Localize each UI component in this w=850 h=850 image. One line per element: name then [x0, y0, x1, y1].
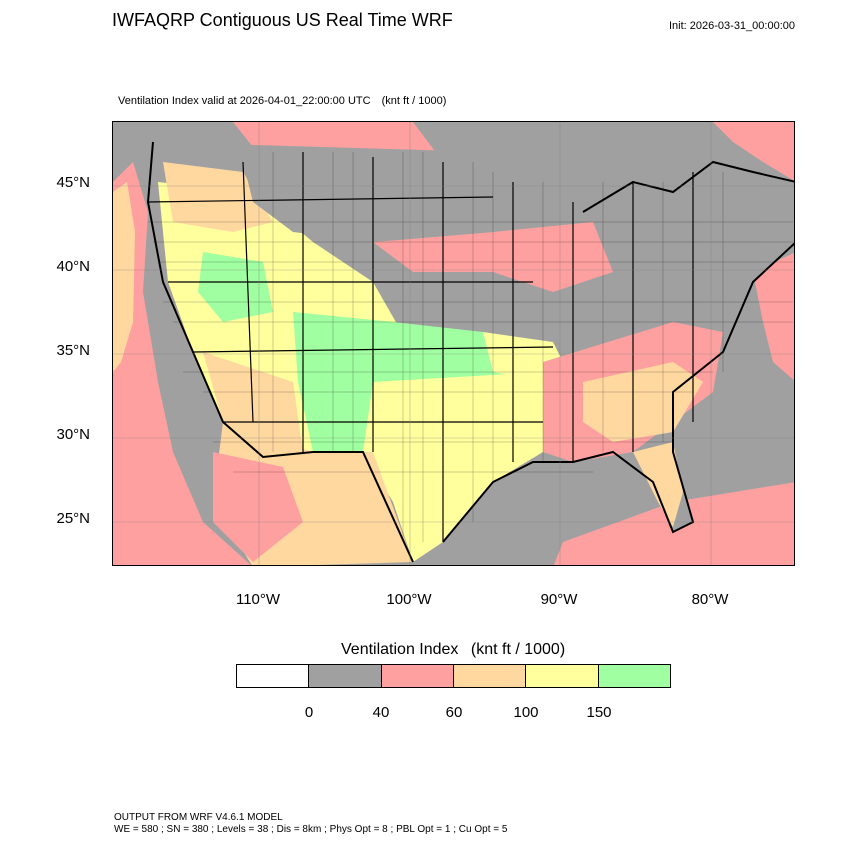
model-footer: OUTPUT FROM WRF V4.6.1 MODEL WE = 580 ; … [114, 812, 507, 836]
county-boundaries [148, 152, 793, 542]
footer-line-1: OUTPUT FROM WRF V4.6.1 MODEL [114, 812, 283, 823]
legend-tick-60: 60 [445, 704, 463, 721]
texas-yellow-region [363, 372, 543, 562]
lon-label-110w: 110°W [235, 591, 281, 608]
atlantic-pink-east [753, 252, 794, 381]
lat-label-40: 40°N [56, 258, 90, 275]
lat-label-45: 45°N [56, 174, 90, 191]
mexico-pink [213, 452, 303, 562]
valid-time-line: Ventilation Index valid at 2026-04-01_22… [118, 95, 446, 107]
florida-tan [633, 442, 683, 527]
legend-tick-150: 150 [586, 704, 612, 721]
valid-units: (knt ft / 1000) [381, 95, 447, 107]
footer-line-2: WE = 580 ; SN = 380 ; Levels = 38 ; Dis … [114, 824, 508, 835]
legend-tick-0: 0 [304, 704, 314, 721]
legend-tick-40: 40 [372, 704, 390, 721]
legend-swatch-white [237, 665, 310, 687]
init-time: Init: 2026-03-31_00:00:00 [669, 20, 795, 32]
legend-title-text: Ventilation Index [341, 641, 459, 658]
coastlines [146, 141, 794, 563]
lat-label-25: 25°N [56, 510, 90, 527]
southwest-tan-region [203, 352, 303, 457]
valid-time-text: Ventilation Index valid at 2026-04-01_22… [118, 95, 371, 107]
pacific-tan-band [113, 182, 135, 372]
lon-label-90w: 90°W [540, 591, 578, 608]
legend-swatch-pink [381, 665, 454, 687]
map-panel [112, 121, 795, 566]
great-basin-green [198, 252, 273, 322]
legend-units: (knt ft / 1000) [470, 641, 566, 658]
color-legend [236, 664, 671, 688]
plot-title: IWFAQRP Contiguous US Real Time WRF [112, 10, 453, 30]
lon-label-80w: 80°W [691, 591, 729, 608]
legend-swatch-gray [309, 665, 382, 687]
pacific-pink-band [113, 162, 251, 565]
legend-tick-100: 100 [513, 704, 539, 721]
ventilation-index-map [113, 122, 794, 565]
atlantic-pink-patch [713, 122, 794, 181]
lat-label-30: 30°N [56, 426, 90, 443]
legend-title: Ventilation Index (knt ft / 1000) [341, 641, 565, 659]
graticule [113, 122, 794, 565]
legend-swatch-yellow [526, 665, 599, 687]
legend-swatch-green [598, 665, 670, 687]
lon-label-100w: 100°W [386, 591, 432, 608]
legend-swatch-tan [453, 665, 527, 687]
lat-label-35: 35°N [56, 342, 90, 359]
